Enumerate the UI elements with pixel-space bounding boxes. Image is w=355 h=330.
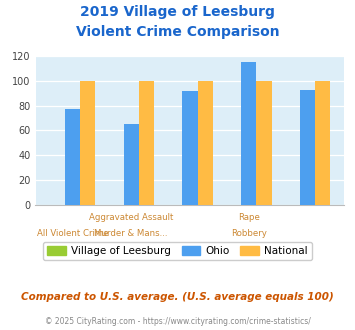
Bar bbox=[241, 62, 256, 205]
Text: Violent Crime Comparison: Violent Crime Comparison bbox=[76, 25, 279, 39]
Bar bbox=[124, 124, 139, 205]
Text: All Violent Crime: All Violent Crime bbox=[37, 229, 108, 238]
Text: Murder & Mans...: Murder & Mans... bbox=[94, 229, 168, 238]
Text: 2019 Village of Leesburg: 2019 Village of Leesburg bbox=[80, 5, 275, 19]
Text: © 2025 CityRating.com - https://www.cityrating.com/crime-statistics/: © 2025 CityRating.com - https://www.city… bbox=[45, 317, 310, 326]
Text: Compared to U.S. average. (U.S. average equals 100): Compared to U.S. average. (U.S. average … bbox=[21, 292, 334, 302]
Text: Aggravated Assault: Aggravated Assault bbox=[89, 213, 173, 222]
Bar bbox=[256, 81, 272, 205]
Text: Rape: Rape bbox=[238, 213, 260, 222]
Bar bbox=[300, 89, 315, 205]
Bar bbox=[65, 109, 80, 205]
Legend: Village of Leesburg, Ohio, National: Village of Leesburg, Ohio, National bbox=[43, 242, 312, 260]
Bar bbox=[80, 81, 95, 205]
Bar bbox=[139, 81, 154, 205]
Text: Robbery: Robbery bbox=[231, 229, 267, 238]
Bar bbox=[198, 81, 213, 205]
Bar bbox=[182, 91, 198, 205]
Bar bbox=[315, 81, 330, 205]
